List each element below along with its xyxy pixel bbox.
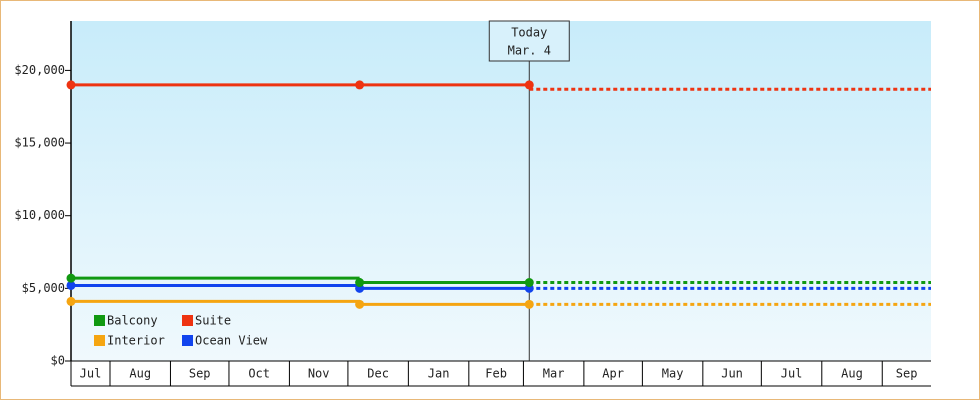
legend-swatch [182,315,193,326]
today-label: Today [511,26,547,40]
y-tick-label: $10,000 [14,208,65,222]
legend-label: Interior [107,334,165,348]
today-date: Mar. 4 [508,44,551,58]
legend-label: Suite [195,314,231,328]
point [355,299,365,309]
point [66,280,76,290]
x-tick-label: Dec [367,367,389,381]
x-tick-label: Jun [721,367,743,381]
x-tick-label: May [662,367,684,381]
point [355,278,365,288]
y-tick-label: $20,000 [14,63,65,77]
point [66,80,76,90]
legend-swatch [182,335,193,346]
point [355,80,365,90]
y-tick-label: $15,000 [14,136,65,150]
x-tick-label: Nov [308,367,330,381]
point [524,80,534,90]
point [66,296,76,306]
x-tick-label: Jul [80,367,102,381]
today-box [488,20,570,62]
x-tick-label: Feb [485,367,507,381]
point [66,273,76,283]
legend-label: Balcony [107,314,158,328]
x-tick-label: Mar [543,367,565,381]
point [524,299,534,309]
y-tick-label: $5,000 [22,281,65,295]
plot-area [71,21,931,361]
x-tick-label: Aug [129,367,151,381]
x-tick-label: Aug [841,367,863,381]
legend-swatch [94,335,105,346]
legend-label: Ocean View [195,334,268,348]
legend-swatch [94,315,105,326]
x-tick-label: Sep [189,367,211,381]
x-tick-label: Apr [602,367,624,381]
y-tick-label: $0 [51,354,65,368]
x-tick-label: Oct [248,367,270,381]
x-tick-label: Jan [428,367,450,381]
x-tick-label: Jul [781,367,803,381]
point [524,278,534,288]
x-tick-label: Sep [896,367,918,381]
